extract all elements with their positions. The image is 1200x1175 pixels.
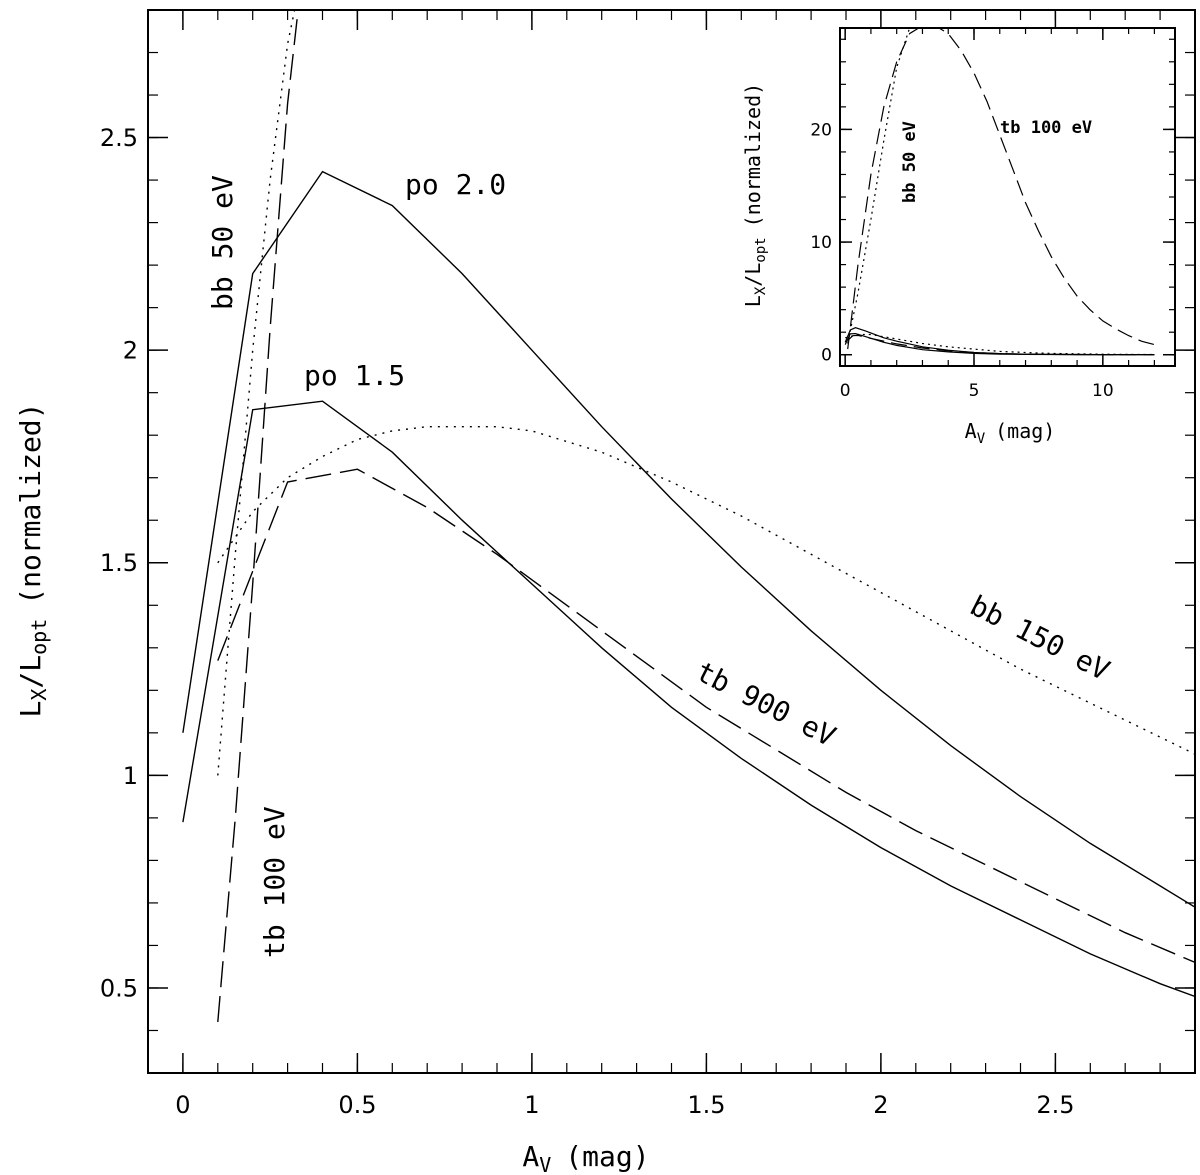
x-tick-label: 1 (524, 1091, 539, 1119)
x-tick-label: 5 (969, 381, 980, 401)
inset-ticks: 0 5 10 0 10 20 (810, 28, 1175, 401)
main-curves (182, 10, 1195, 1023)
inset-annotation-bb-50-ev: bb 50 eV (900, 121, 920, 203)
annotation-tb-100-ev: tb 100 eV (258, 806, 291, 958)
inset-x-axis-label: AV (mag) (965, 419, 1056, 447)
annotation-po-1-5: po 1.5 (304, 359, 405, 392)
x-tick-label: 10 (1092, 381, 1114, 401)
y-tick-label: 1.5 (100, 549, 138, 577)
inset-plot: 0 5 10 0 10 20 (810, 27, 1176, 401)
inset-series-tb-100-ev (847, 28, 1155, 350)
inset-annotation-tb-100-ev: tb 100 eV (1000, 118, 1092, 138)
y-tick-label: 0.5 (100, 974, 138, 1002)
main-series-bb-50-ev (217, 10, 296, 776)
x-tick-label: 0 (175, 1091, 190, 1119)
inset-series-bb-150-ev (845, 333, 1155, 356)
y-tick-label: 2 (123, 337, 138, 365)
inset-plot-frame (839, 27, 1176, 367)
y-tick-label: 0 (821, 346, 832, 366)
main-plot: 0 0.5 1 1.5 2 2.5 0.5 1 1.5 2 2.5 (100, 9, 1196, 1119)
main-series-tb-100-ev (217, 10, 299, 1023)
main-series-po-1-5 (182, 400, 1195, 998)
annotation-po-2-0: po 2.0 (405, 168, 506, 201)
main-series-bb-150-ev (217, 426, 1195, 755)
annotation-bb-50-ev: bb 50 eV (206, 175, 239, 310)
y-tick-label: 10 (810, 233, 832, 253)
x-tick-label: 0 (840, 381, 851, 401)
inset-y-axis-label: LX/Lopt(normalized) (741, 83, 769, 307)
main-series-po-2-0 (182, 170, 1195, 908)
x-tick-label: 2.5 (1036, 1091, 1074, 1119)
annotation-bb-150-ev: bb 150 eV (965, 589, 1115, 687)
y-tick-label: 2.5 (100, 124, 138, 152)
main-x-axis-label: AV (mag) (522, 1140, 649, 1175)
y-tick-label: 20 (810, 120, 832, 140)
main-y-axis-label: LX/Lopt(normalized) (14, 402, 51, 717)
inset-curves (844, 28, 1155, 356)
main-ticks: 0 0.5 1 1.5 2 2.5 0.5 1 1.5 2 2.5 (100, 9, 1196, 1119)
x-tick-label: 2 (873, 1091, 888, 1119)
y-tick-label: 1 (123, 762, 138, 790)
inset-series-tb-900-ev (847, 334, 1155, 356)
x-tick-label: 1.5 (687, 1091, 725, 1119)
x-tick-label: 0.5 (338, 1091, 376, 1119)
main-series-tb-900-ev (217, 468, 1195, 964)
